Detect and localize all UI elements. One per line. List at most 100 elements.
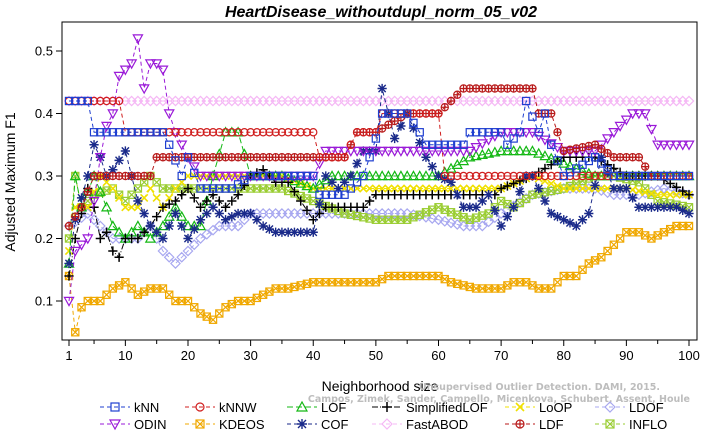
point-marker [446, 140, 456, 149]
point-marker [82, 234, 94, 245]
point-marker [207, 224, 219, 236]
point-marker [89, 140, 99, 150]
point-marker [515, 402, 525, 412]
point-marker-cross [71, 328, 80, 337]
point-marker [152, 227, 162, 237]
point-marker [64, 258, 74, 269]
point-marker [309, 278, 318, 287]
point-marker [415, 138, 425, 148]
point-marker [215, 309, 224, 318]
point-marker [446, 278, 456, 287]
point-marker [190, 303, 199, 312]
point-marker [384, 215, 393, 224]
point-marker [471, 171, 481, 181]
point-marker [590, 153, 600, 162]
x-tick-label: 70 [494, 348, 508, 363]
point-marker [64, 96, 74, 106]
point-marker [133, 233, 143, 244]
x-tick-label: 50 [369, 348, 383, 363]
point-marker-cross [384, 121, 392, 129]
point-marker [114, 155, 124, 165]
point-marker [102, 178, 111, 187]
point-marker [577, 215, 588, 225]
point-marker [163, 109, 175, 120]
point-marker [572, 271, 581, 281]
point-marker [382, 170, 395, 181]
point-marker [309, 128, 318, 137]
point-marker [83, 96, 92, 106]
point-marker [476, 220, 488, 232]
point-marker [440, 171, 449, 181]
point-marker [296, 196, 306, 206]
point-marker [195, 419, 205, 429]
point-marker [246, 184, 255, 193]
legend: kNN kNNW LOF SimplifiedLOF LoOP LDOF ODIN KDEOS… [100, 400, 667, 432]
point-marker [377, 184, 387, 193]
point-marker [302, 227, 312, 237]
point-marker [233, 128, 243, 137]
point-marker [120, 146, 130, 156]
point-marker [634, 171, 644, 181]
point-marker [453, 279, 462, 289]
point-marker [428, 184, 437, 193]
point-marker [158, 284, 168, 293]
point-marker [634, 186, 644, 196]
point-marker-cross [605, 419, 615, 429]
point-marker [482, 147, 495, 158]
point-marker [295, 400, 309, 412]
point-marker [232, 220, 244, 232]
point-marker [553, 181, 562, 191]
point-marker [301, 180, 313, 191]
point-marker [597, 184, 606, 193]
point-marker [215, 128, 224, 137]
point-marker [407, 170, 420, 181]
point-marker [195, 233, 206, 244]
point-marker [420, 146, 432, 157]
point-marker [645, 124, 658, 135]
point-marker [100, 121, 113, 132]
point-marker [553, 171, 562, 181]
point-marker [409, 271, 418, 281]
point-marker [121, 128, 130, 137]
legend-item-ldf: LDF [505, 417, 564, 432]
point-marker [659, 202, 669, 212]
point-marker [358, 202, 368, 212]
point-marker [252, 171, 262, 181]
point-marker [390, 271, 399, 281]
point-marker [114, 252, 124, 262]
point-marker [659, 171, 669, 181]
y-tick-label: 0.4 [35, 106, 53, 121]
point-marker [420, 170, 432, 181]
series-line [68, 88, 690, 264]
point-marker [509, 134, 518, 143]
point-marker [189, 193, 199, 203]
point-marker [377, 83, 387, 94]
point-marker [471, 284, 481, 293]
legend-label: ODIN [134, 417, 167, 432]
series-line [68, 38, 689, 302]
point-marker [315, 278, 324, 287]
point-marker [201, 228, 213, 240]
point-marker [151, 59, 163, 70]
point-marker [590, 180, 600, 190]
point-marker [202, 196, 212, 206]
point-marker [201, 171, 213, 182]
point-marker [94, 185, 106, 196]
point-marker [177, 296, 186, 306]
point-marker [277, 128, 287, 137]
point-marker [158, 202, 168, 212]
point-marker [547, 140, 556, 149]
point-marker [533, 147, 545, 158]
point-marker [670, 140, 683, 151]
point-marker [88, 196, 100, 207]
series-layer [63, 34, 695, 337]
point-marker [534, 284, 543, 293]
y-axis-label: Adjusted Maximum F1 [2, 112, 18, 251]
point-marker [496, 221, 506, 231]
x-tick-label: 20 [181, 348, 195, 363]
point-marker [457, 146, 470, 157]
point-marker [483, 190, 494, 200]
point-marker [107, 109, 119, 120]
point-marker [101, 227, 112, 237]
